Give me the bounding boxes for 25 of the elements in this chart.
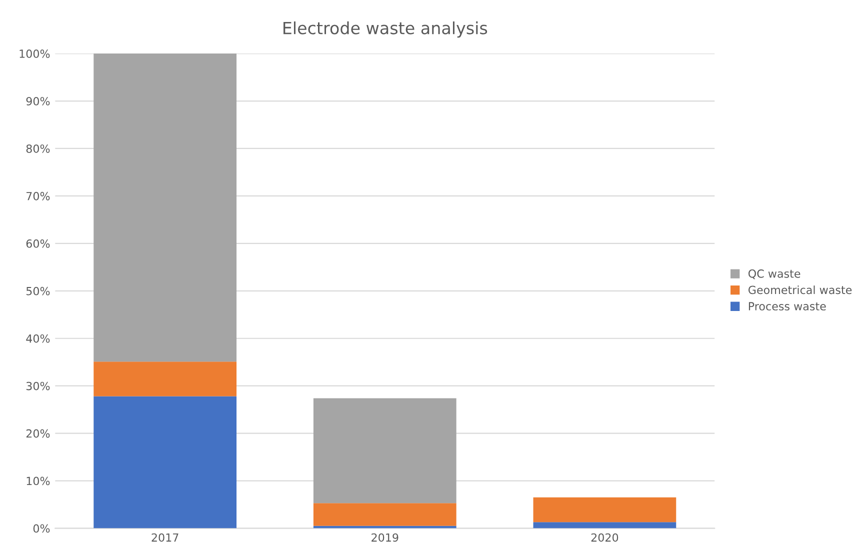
- legend-label: Process waste: [748, 302, 826, 310]
- legend-label: QC waste: [748, 269, 800, 280]
- chart-title: Electrode waste analysis: [284, 21, 488, 38]
- x-tick-label: 2017: [152, 533, 178, 542]
- y-tick-label: 60%: [26, 239, 50, 248]
- bar: [94, 396, 237, 528]
- y-tick-label: 90%: [26, 96, 50, 106]
- x-tick-label: 2020: [591, 533, 618, 542]
- y-tick-label: 70%: [26, 192, 50, 200]
- y-tick-label: 50%: [26, 286, 50, 296]
- y-tick-label: 20%: [26, 429, 50, 438]
- bar: [313, 398, 456, 504]
- bar: [533, 497, 676, 522]
- legend-label: Geometrical waste: [748, 286, 852, 294]
- y-tick-label: 0%: [33, 524, 50, 533]
- bar: [313, 503, 456, 526]
- y-tick-label: 40%: [26, 334, 50, 343]
- bar: [533, 522, 676, 528]
- y-tick-label: 80%: [26, 144, 50, 153]
- y-tick-label: 10%: [26, 476, 50, 486]
- x-tick-label: 2019: [372, 533, 398, 542]
- y-tick-label: 100%: [20, 50, 50, 58]
- bar: [94, 362, 237, 396]
- y-tick-label: 30%: [26, 382, 50, 390]
- bar: [94, 54, 237, 362]
